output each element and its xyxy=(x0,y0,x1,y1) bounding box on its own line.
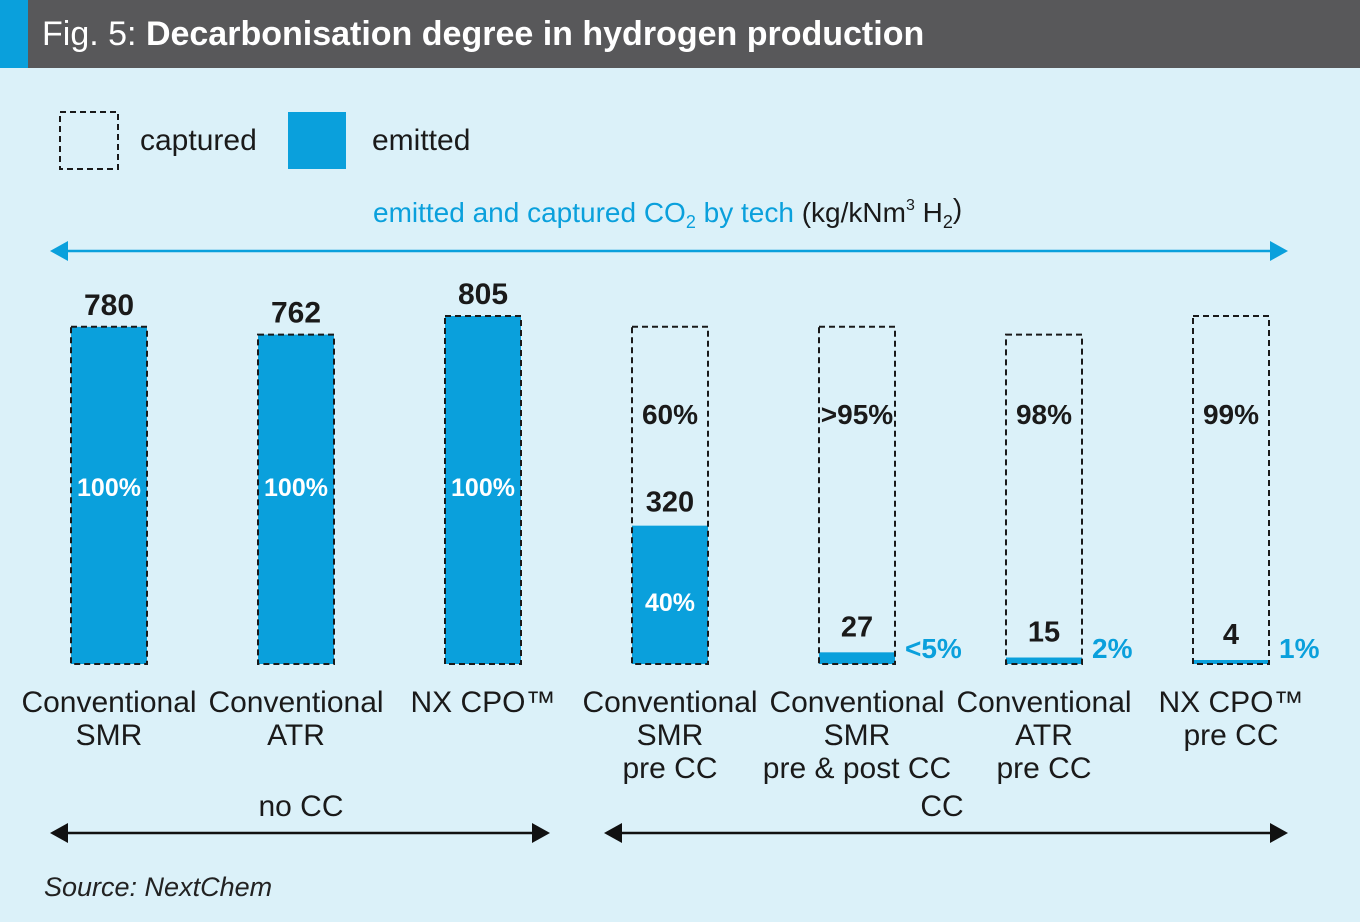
bar-captured-pct-5: 98% xyxy=(1016,399,1072,430)
category-label-5-2: pre CC xyxy=(996,752,1091,785)
bar-captured-pct-4: >95% xyxy=(821,399,893,430)
source-note: Source: NextChem xyxy=(44,872,273,902)
bar-outline-5 xyxy=(1005,333,1083,665)
bar-emitted-0 xyxy=(71,326,147,664)
bar-emitted-pct-0: 100% xyxy=(77,474,141,502)
bar-total-label-2: 805 xyxy=(458,278,508,311)
chart-title: emitted and captured CO2 by tech (kg/kNm… xyxy=(373,193,962,232)
bar-emitted-value-6: 4 xyxy=(1223,619,1239,651)
category-label-0-0: Conventional xyxy=(21,686,196,719)
figure-number: Fig. 5: xyxy=(42,15,137,53)
bar-captured-pct-6: 99% xyxy=(1203,399,1259,430)
group-arrow-no-cc xyxy=(50,823,550,843)
bar-emitted-4 xyxy=(819,652,895,664)
category-label-0-1: SMR xyxy=(76,719,143,752)
bar-emitted-6 xyxy=(1193,660,1269,664)
bar-total-label-1: 762 xyxy=(271,297,321,330)
legend-captured-swatch xyxy=(59,111,119,170)
chart-unit-open: (kg/kNm xyxy=(802,197,906,228)
bar-emitted-pct-1: 100% xyxy=(264,474,328,502)
bar-emitted-value-4: 27 xyxy=(841,611,873,643)
header-accent xyxy=(0,0,28,68)
legend-captured-label: captured xyxy=(140,124,257,157)
bar-emitted-1 xyxy=(258,334,334,664)
bar-emitted-5 xyxy=(1006,657,1082,664)
chart-title-by: by tech xyxy=(696,197,802,228)
category-label-3-2: pre CC xyxy=(622,752,717,785)
bar-emitted-pct-5: 2% xyxy=(1092,633,1133,664)
legend-emitted-swatch xyxy=(288,112,346,169)
chart-unit-sub: 2 xyxy=(943,212,953,232)
bar-outline-6 xyxy=(1192,315,1270,665)
bar-outline-1 xyxy=(257,333,335,665)
bar-emitted-pct-3: 40% xyxy=(645,589,695,617)
category-label-4-1: SMR xyxy=(824,719,891,752)
figure-title-text: Decarbonisation degree in hydrogen produ… xyxy=(145,15,925,53)
chart-unit-h: H xyxy=(915,197,943,228)
category-label-5-1: ATR xyxy=(1015,719,1073,752)
scale-arrow xyxy=(50,241,1288,261)
bar-emitted-pct-4: <5% xyxy=(905,633,962,664)
chart-unit-close: ) xyxy=(953,193,962,224)
category-label-2-0: NX CPO™ xyxy=(410,686,555,719)
header-bar xyxy=(0,0,1360,68)
chart-title-sub: 2 xyxy=(686,212,696,232)
group-arrow-cc xyxy=(604,823,1288,843)
category-label-4-0: Conventional xyxy=(769,686,944,719)
bar-captured-pct-3: 60% xyxy=(642,399,698,430)
bar-emitted-2 xyxy=(445,316,521,664)
group-label-cc: CC xyxy=(920,790,963,823)
category-label-1-0: Conventional xyxy=(208,686,383,719)
bar-emitted-value-3: 320 xyxy=(646,487,694,519)
bar-outline-4 xyxy=(818,325,896,665)
category-label-1-1: ATR xyxy=(267,719,325,752)
bar-emitted-pct-2: 100% xyxy=(451,474,515,502)
bars: 780100%ConventionalSMR762100%Conventiona… xyxy=(21,278,1319,785)
category-label-3-0: Conventional xyxy=(582,686,757,719)
group-label-no-cc: no CC xyxy=(258,790,343,823)
category-label-6-0: NX CPO™ xyxy=(1158,686,1303,719)
bar-emitted-value-5: 15 xyxy=(1028,617,1060,649)
bar-emitted-3 xyxy=(632,525,708,664)
chart-unit-sup: 3 xyxy=(906,197,915,214)
category-label-4-2: pre & post CC xyxy=(763,752,951,785)
bar-outline-0 xyxy=(70,325,148,665)
bar-outline-3 xyxy=(631,325,709,665)
category-label-3-1: SMR xyxy=(637,719,704,752)
bar-outline-2 xyxy=(444,315,522,665)
bar-total-label-0: 780 xyxy=(84,289,134,322)
bar-emitted-pct-6: 1% xyxy=(1279,633,1320,664)
category-label-6-1: pre CC xyxy=(1183,719,1278,752)
legend-emitted-label: emitted xyxy=(372,124,470,157)
chart-title-main: emitted and captured CO xyxy=(373,197,686,228)
figure-title: Fig. 5: Decarbonisation degree in hydrog… xyxy=(42,12,924,56)
category-label-5-0: Conventional xyxy=(956,686,1131,719)
